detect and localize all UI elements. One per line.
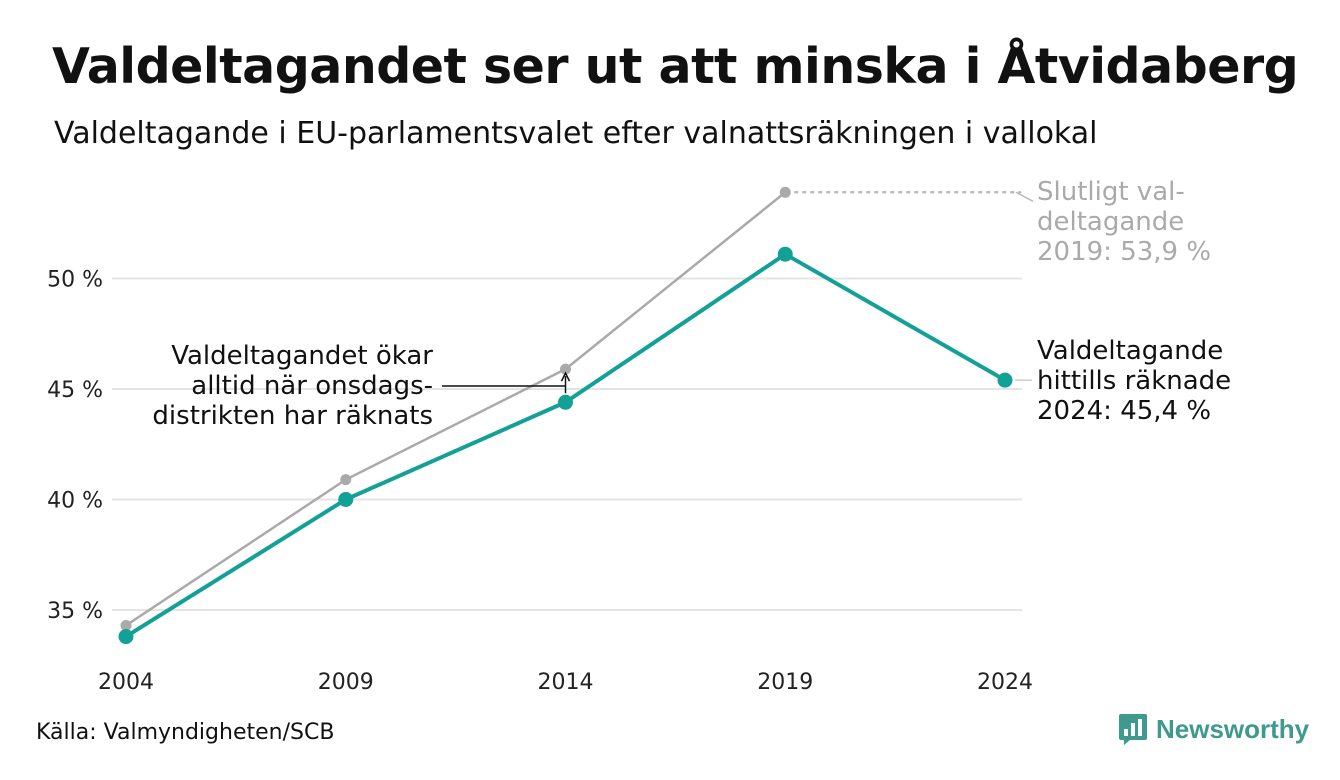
annotation-increase-line: Valdeltagandet ökar bbox=[171, 341, 433, 371]
data-point-night bbox=[558, 394, 573, 410]
series-line-final bbox=[125, 191, 787, 627]
newsworthy-icon bbox=[1119, 714, 1147, 745]
annotation-increase-line: alltid när onsdags- bbox=[191, 371, 433, 401]
source-note: Källa: Valmyndigheten/SCB bbox=[36, 720, 335, 745]
x-tick-label: 2014 bbox=[538, 670, 594, 695]
data-point-final bbox=[120, 619, 132, 631]
series-line-night bbox=[124, 252, 1006, 639]
annotation-night-2024-line: Valdeltagande bbox=[1037, 336, 1223, 366]
chart-subtitle: Valdeltagande i EU-parlamentsvalet efter… bbox=[54, 116, 1098, 151]
y-tick-label: 35 % bbox=[47, 599, 103, 624]
data-point-night bbox=[997, 372, 1013, 388]
data-point-final bbox=[340, 474, 352, 486]
x-tick-label: 2019 bbox=[757, 670, 813, 695]
data-point-final bbox=[779, 186, 791, 198]
y-tick-label: 45 % bbox=[47, 378, 103, 403]
brand-name: Newsworthy bbox=[1156, 713, 1310, 744]
annotation-leader bbox=[1015, 191, 1034, 202]
data-point-night bbox=[118, 629, 134, 645]
annotation-night-2024-line: 2024: 45,4 % bbox=[1037, 396, 1211, 426]
x-tick-label: 2004 bbox=[98, 670, 154, 695]
y-tick-label: 40 % bbox=[47, 489, 103, 514]
x-axis-ticks: 2004 2009 2014 2019 2024 bbox=[98, 670, 1033, 695]
annotation-final-2019-line: Slutligt val- bbox=[1037, 177, 1185, 207]
annotation-arrowhead bbox=[560, 371, 571, 382]
x-tick-label: 2009 bbox=[318, 670, 374, 695]
data-point-final bbox=[560, 363, 571, 375]
annotation-increase-line: distrikten har räknats bbox=[152, 401, 433, 431]
data-point-night bbox=[338, 492, 354, 507]
grid-lines bbox=[112, 277, 1022, 611]
y-tick-label: 50 % bbox=[47, 268, 103, 293]
annotation-final-2019-line: deltagande bbox=[1037, 207, 1184, 237]
y-axis-ticks: 35 % 40 % 45 % 50 % bbox=[47, 268, 103, 625]
annotation-night-2024-line: hittills räknade bbox=[1037, 366, 1231, 396]
data-point-night bbox=[777, 246, 793, 262]
series-points bbox=[118, 186, 1013, 645]
annotation-final-2019-line: 2019: 53,9 % bbox=[1037, 237, 1211, 267]
brand-logo: Newsworthy bbox=[1118, 712, 1309, 746]
chart-title: Valdeltagandet ser ut att minska i Åtvid… bbox=[52, 38, 1299, 95]
x-tick-label: 2024 bbox=[977, 670, 1033, 695]
line-chart: 35 % 40 % 45 % 50 % 2004 2009 2014 2019 2024 Sl… bbox=[47, 177, 1231, 695]
